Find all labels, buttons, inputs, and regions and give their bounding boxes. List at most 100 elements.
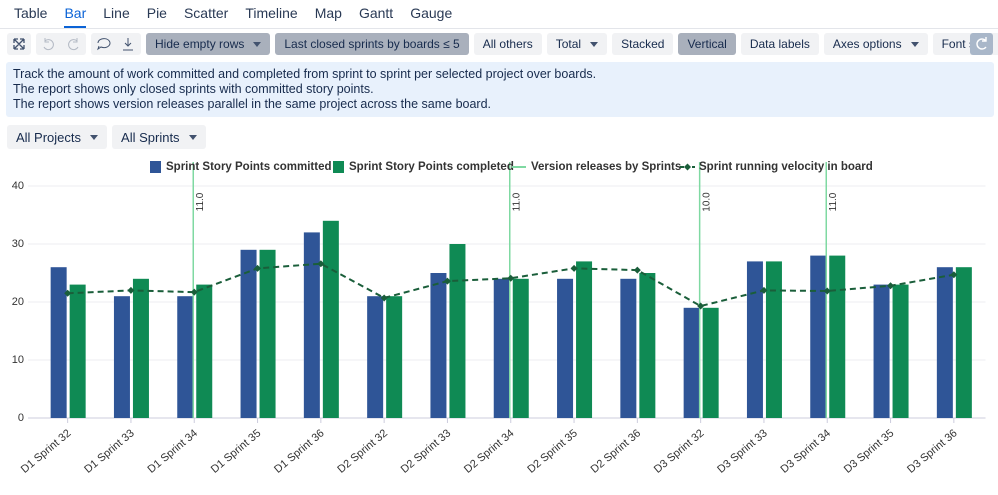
bar	[746, 261, 763, 418]
fullscreen-button[interactable]	[7, 33, 31, 55]
comment-download[interactable]	[91, 33, 141, 55]
bar	[177, 296, 194, 418]
bar	[113, 296, 130, 418]
toolbar: Hide empty rows Last closed sprints by b…	[7, 33, 998, 55]
undo-redo[interactable]	[36, 33, 86, 55]
tab[interactable]: Line	[103, 5, 130, 21]
tab[interactable]: Pie	[146, 5, 167, 21]
button[interactable]: Axes options	[823, 33, 928, 55]
bar	[955, 267, 972, 418]
bar	[576, 261, 593, 418]
bar	[322, 220, 339, 418]
x-tick-label: D1 Sprint 36	[272, 427, 327, 476]
info-line: Track the amount of work committed and c…	[13, 67, 597, 81]
bar	[702, 307, 719, 418]
legend-label: Sprint Story Points committed	[166, 161, 332, 173]
bar	[493, 278, 510, 418]
velocity-marker	[570, 264, 578, 272]
filters: All Projects All Sprints	[7, 125, 206, 149]
release-label: 11.0	[195, 192, 206, 211]
bar	[303, 232, 320, 418]
icon	[976, 37, 987, 50]
x-tick-label: D3 Sprint 35	[842, 427, 897, 476]
refresh-button[interactable]	[970, 33, 993, 55]
velocity-marker	[950, 271, 958, 279]
tab[interactable]: Gantt	[358, 5, 394, 21]
x-tick-label: D3 Sprint 33	[715, 427, 770, 476]
y-tick-label: 20	[12, 296, 24, 308]
legend-label: Sprint running velocity in board	[699, 161, 873, 173]
button[interactable]: Hide empty rows	[146, 33, 271, 55]
x-tick-label: D3 Sprint 36	[905, 427, 960, 476]
tabs: Table Bar Line Pie Scatter Timeline Map …	[14, 5, 452, 28]
tab[interactable]: Table	[14, 5, 48, 21]
release-label: 11.0	[828, 192, 839, 211]
button[interactable]: Data labels	[740, 33, 819, 55]
bar	[367, 296, 384, 418]
release-label: 11.0	[511, 192, 522, 211]
y-tick-label: 40	[12, 180, 24, 192]
velocity-marker	[127, 286, 135, 294]
velocity-marker	[317, 260, 325, 268]
bar	[892, 284, 909, 418]
velocity-marker	[190, 288, 198, 296]
button[interactable]: All others	[473, 33, 542, 55]
tab[interactable]: Bar	[64, 5, 87, 28]
dropdown[interactable]: All Projects	[7, 125, 108, 149]
button[interactable]: Total	[546, 33, 608, 55]
bar	[557, 278, 574, 418]
button[interactable]: Last closed sprints by boards ≤ 5	[275, 33, 469, 55]
release-label: 10.0	[701, 192, 712, 212]
info-box: Track the amount of work committed and c…	[6, 62, 994, 117]
bar	[873, 284, 890, 418]
bar	[829, 255, 846, 418]
velocity-marker	[887, 282, 895, 290]
x-tick-label: D2 Sprint 36	[589, 427, 644, 476]
x-tick-label: D1 Sprint 34	[145, 427, 200, 476]
icon	[43, 38, 79, 51]
bar	[810, 255, 827, 418]
x-tick-label: D1 Sprint 33	[82, 427, 137, 476]
velocity-marker	[760, 286, 768, 294]
button[interactable]: Vertical	[678, 33, 736, 55]
y-tick-label: 10	[12, 354, 24, 366]
tab[interactable]: Timeline	[245, 5, 298, 21]
tab[interactable]: Gauge	[410, 5, 453, 21]
button[interactable]: Stacked	[612, 33, 674, 55]
legend-swatch	[684, 163, 691, 171]
icon	[13, 38, 25, 50]
legend-label: Sprint Story Points completed	[349, 161, 514, 173]
x-tick-label: D3 Sprint 32	[652, 427, 707, 476]
bar	[430, 273, 447, 418]
bar	[639, 273, 656, 418]
legend-swatch	[150, 161, 161, 173]
x-tick-label: D1 Sprint 35	[209, 427, 264, 476]
bar	[196, 284, 213, 418]
y-tick-label: 30	[12, 238, 24, 250]
velocity-marker	[380, 294, 388, 302]
x-tick-label: D3 Sprint 34	[778, 427, 833, 476]
x-tick-label: D2 Sprint 32	[335, 427, 390, 476]
dropdown[interactable]: All Sprints	[112, 125, 206, 149]
velocity-marker	[443, 277, 451, 285]
bar	[620, 278, 637, 418]
info-line: The report shows only closed sprints wit…	[13, 82, 374, 96]
tab[interactable]: Scatter	[183, 5, 229, 21]
divider	[0, 28, 998, 29]
x-tick-label: D2 Sprint 34	[462, 427, 517, 476]
info-line: The report shows version releases parall…	[13, 97, 492, 111]
bar	[259, 249, 276, 418]
bar	[69, 284, 86, 418]
legend-swatch	[333, 161, 344, 173]
bar	[240, 249, 257, 418]
tab[interactable]: Map	[314, 5, 342, 21]
y-tick-label: 0	[18, 412, 24, 424]
bar	[50, 267, 67, 418]
bar	[386, 296, 403, 418]
bar	[683, 307, 700, 418]
velocity-marker	[507, 274, 515, 282]
bar	[765, 261, 782, 418]
x-tick-label: D2 Sprint 35	[525, 427, 580, 476]
